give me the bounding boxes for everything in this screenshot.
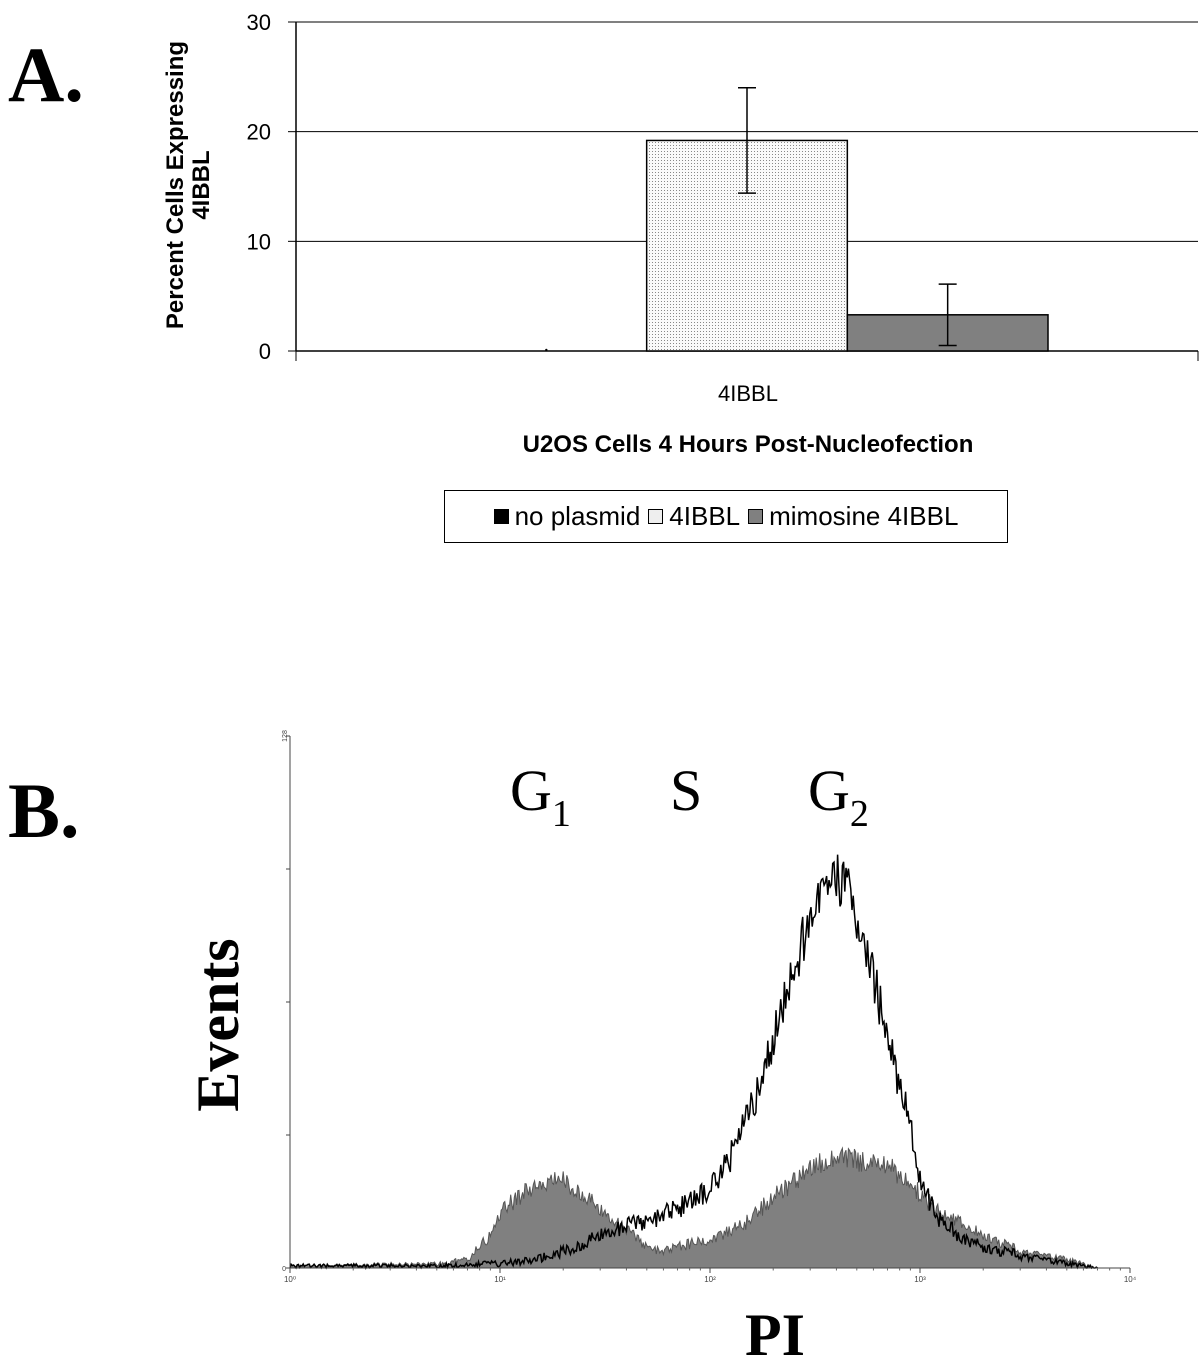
histogram-plot [289, 854, 1100, 1270]
bar-y-axis-title-line1: Percent Cells Expressing [162, 41, 189, 329]
phase-label-subscript: 2 [850, 793, 869, 835]
legend-swatch-4ibbl [648, 509, 664, 524]
histogram-ticks: 0 128 10⁰ 10¹ 10² 10³ 10⁴ [282, 730, 1137, 1284]
phase-label-subscript: 1 [552, 793, 571, 835]
phase-label: G1 [510, 758, 571, 835]
legend-swatch-mimosine [748, 509, 764, 524]
legend-item-no-plasmid: no plasmid [493, 501, 641, 532]
bar-category-label: 4IBBL [718, 381, 778, 406]
bar-marker [545, 348, 548, 352]
histogram-axes [289, 736, 1130, 1269]
histogram-filled-series [289, 1146, 1100, 1269]
bar-y-axis-title: Percent Cells Expressing4IBBL [162, 41, 215, 329]
phase-label-main: G [808, 758, 850, 823]
phase-annotations: G1 S G2 [510, 758, 869, 835]
legend-label-mimosine: mimosine 4IBBL [769, 501, 959, 531]
legend-item-4ibbl: 4IBBL [648, 501, 740, 532]
y-tick-label: 30 [247, 10, 271, 35]
bar-x-axis-title: U2OS Cells 4 Hours Post-Nucleofection [523, 431, 974, 458]
panel-a-label: A. [8, 31, 84, 118]
panel-b-label: B. [8, 767, 80, 854]
histogram-x-tick-label: 10² [704, 1275, 716, 1284]
bar-chart-error-bars [738, 87, 957, 347]
bar-chart-legend: no plasmid 4IBBL mimosine 4IBBL [444, 490, 1008, 543]
histogram-x-axis-title: PI [745, 1302, 805, 1362]
phase-label-main: S [670, 758, 702, 823]
legend-label-no-plasmid: no plasmid [514, 501, 641, 531]
phase-label: S [670, 758, 702, 823]
histogram-x-tick-label: 10¹ [494, 1275, 506, 1284]
phase-label: G2 [808, 758, 869, 835]
legend-label-4ibbl: 4IBBL [669, 501, 741, 531]
phase-label-main: G [510, 758, 552, 823]
bar-y-axis-title-line2: 4IBBL [188, 150, 215, 219]
legend-swatch-no-plasmid [493, 509, 509, 524]
y-tick-label: 20 [247, 120, 271, 145]
histogram-x-tick-label: 10⁰ [284, 1275, 296, 1284]
histogram-outline-series [289, 854, 1098, 1270]
histogram-y-tick-label: 128 [282, 730, 289, 742]
histogram-x-tick-label: 10⁴ [1124, 1275, 1137, 1284]
y-tick-label: 0 [259, 339, 271, 364]
y-tick-label: 10 [247, 229, 271, 254]
histogram-x-tick-label: 10³ [914, 1275, 926, 1284]
histogram-y-axis-title: Events [185, 938, 251, 1111]
histogram-y-tick-label: 0 [282, 1266, 286, 1273]
bar-chart-y-ticks: 0 10 20 30 [247, 10, 296, 364]
legend-item-mimosine: mimosine 4IBBL [748, 501, 958, 532]
